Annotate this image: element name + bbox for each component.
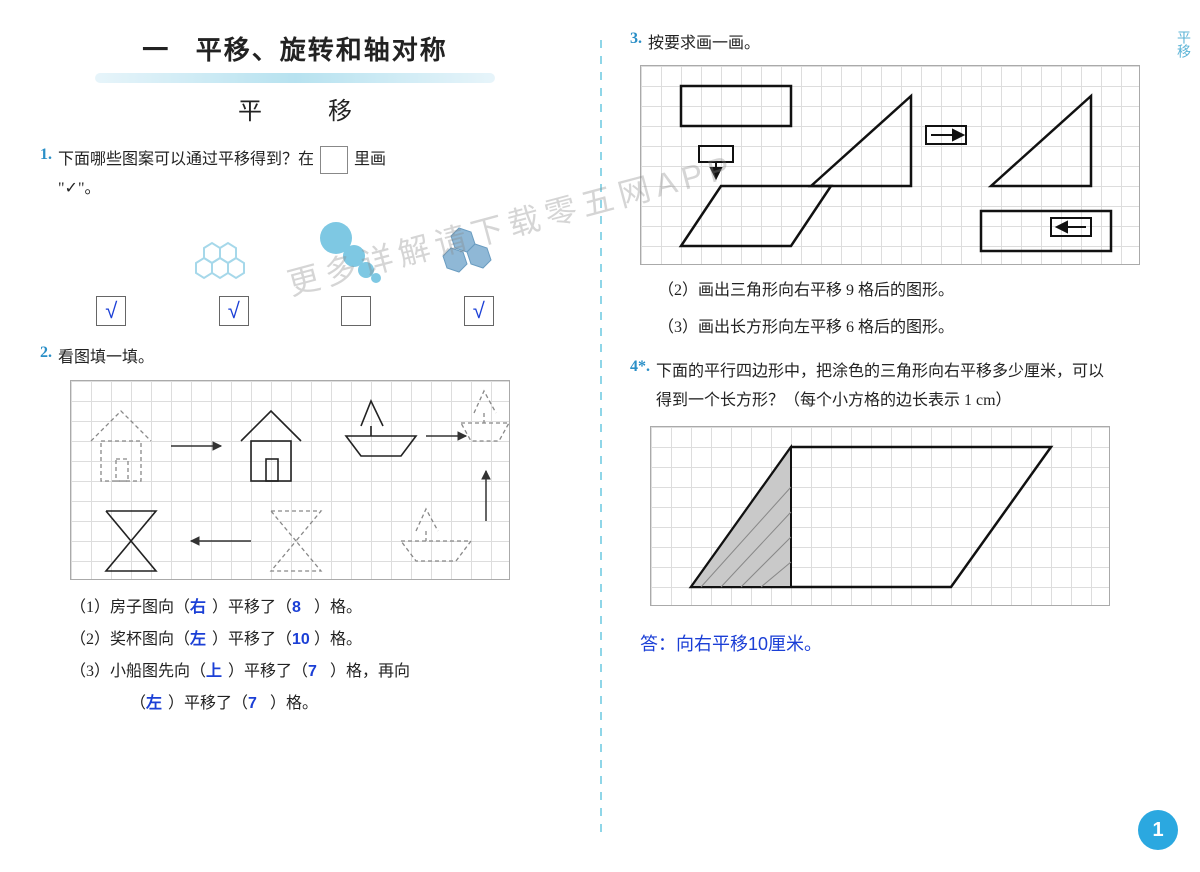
q4-number: 4*. [630, 358, 650, 376]
q1-text-b: 里画 [354, 151, 386, 168]
question-4: 4*. 下面的平行四边形中，把涂色的三角形向右平移多少厘米，可以得到一个长方形？… [630, 358, 1160, 656]
q1-checkbox-1[interactable]: √ [96, 296, 126, 326]
q1-check-2: √ [228, 298, 240, 324]
q1-check-4: √ [473, 298, 485, 324]
chapter-underline [95, 73, 495, 83]
question-1: 1. 下面哪些图案可以通过平移得到？在 里画 "✓"。 [40, 146, 550, 326]
q1-icon-crescents [61, 228, 161, 288]
q2-answer-1: （1）房子图向（右）平移了（8）格。 [70, 592, 550, 624]
q1-checkboxes: √ √ √ [50, 296, 540, 326]
question-2: 2. 看图填一填。 [40, 344, 550, 721]
q1-icons-row [50, 218, 540, 288]
page-number-badge: 1 [1138, 810, 1178, 850]
q1-checkbox-4[interactable]: √ [464, 296, 494, 326]
question-3: 3. 按要求画一画。 [630, 30, 1160, 342]
side-tab: 平移 [1172, 30, 1192, 58]
chapter-header: 一 平移、旋转和轴对称 平 移 [40, 30, 550, 126]
page-number: 1 [1152, 819, 1163, 842]
q1-checkbox-3[interactable] [341, 296, 371, 326]
q4-answer: 答：向右平移10厘米。 [640, 630, 1160, 656]
q1-check-1: √ [105, 298, 117, 324]
q2-answer-3: （3）小船图先向（上）平移了（7）格，再向 [70, 656, 550, 688]
q1-checkbox-2[interactable]: √ [219, 296, 249, 326]
q1-icon-bubbles [306, 218, 406, 288]
q3-label: 按要求画一画。 [648, 30, 760, 59]
q4-grid-figure [650, 426, 1110, 606]
left-column: 一 平移、旋转和轴对称 平 移 1. 下面哪些图案可以通过平移得到？在 里画 "… [0, 0, 590, 872]
q1-text: 下面哪些图案可以通过平移得到？在 里画 "✓"。 [58, 146, 386, 204]
q3-sub3: （3）画出长方形向左平移 6 格后的图形。 [658, 314, 1160, 343]
page-spread: 一 平移、旋转和轴对称 平 移 1. 下面哪些图案可以通过平移得到？在 里画 "… [0, 0, 1200, 872]
q4-text: 下面的平行四边形中，把涂色的三角形向右平移多少厘米，可以得到一个长方形？（每个小… [656, 358, 1116, 416]
q3-sub2: （2）画出三角形向右平移 9 格后的图形。 [658, 277, 1160, 306]
q3-number: 3. [630, 30, 642, 48]
q1-number: 1. [40, 146, 52, 164]
q1-text-c: "✓"。 [58, 180, 100, 197]
q2-answer-2: （2）奖杯图向（左）平移了（10）格。 [70, 624, 550, 656]
q2-label: 看图填一填。 [58, 344, 154, 373]
chapter-number: 一 [142, 36, 170, 65]
q2-number: 2. [40, 344, 52, 362]
q3-grid-figure [640, 65, 1140, 265]
right-column: 平移 3. 按要求画一画。 [590, 0, 1200, 872]
column-divider [600, 40, 602, 832]
q2-grid-figure [70, 380, 510, 580]
q1-text-a: 下面哪些图案可以通过平移得到？在 [58, 151, 314, 168]
chapter-title-text: 平移、旋转和轴对称 [196, 36, 448, 65]
chapter-subtitle: 平 移 [70, 91, 550, 126]
q2-answer-3b: （左）平移了（7）格。 [70, 688, 550, 720]
q1-inline-box-icon [320, 146, 348, 174]
q1-icon-hex-cluster [429, 218, 529, 288]
q2-answers: （1）房子图向（右）平移了（8）格。 （2）奖杯图向（左）平移了（10）格。 （… [70, 592, 550, 720]
q3-subquestions: （2）画出三角形向右平移 9 格后的图形。 （3）画出长方形向左平移 6 格后的… [658, 277, 1160, 343]
q1-icon-hexagons [184, 228, 284, 288]
